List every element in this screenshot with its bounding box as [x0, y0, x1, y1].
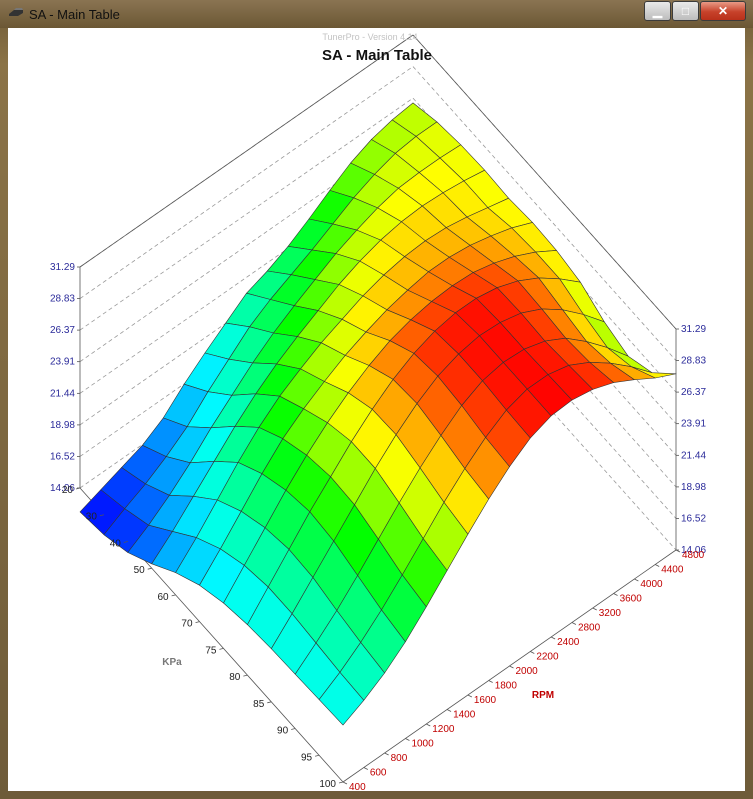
rpm-tick	[550, 636, 556, 640]
kpa-tick-label: 85	[253, 699, 265, 710]
kpa-tick-label: 95	[301, 752, 313, 763]
z-tick-label-left: 18.98	[50, 420, 75, 431]
kpa-tick	[219, 647, 224, 650]
rpm-tick-label: 1200	[432, 724, 455, 735]
chart-area: 14.06 14.06 16.52 16.52 18.98 18.98 21.44 21.44…	[8, 28, 745, 791]
rpm-tick-label: 2400	[557, 637, 580, 648]
z-tick-label-left: 28.83	[50, 294, 75, 305]
kpa-tick	[99, 514, 105, 517]
top-edge	[79, 34, 414, 268]
rpm-tick	[571, 622, 577, 625]
kpa-tick-label: 60	[158, 592, 170, 603]
z-tick-label-left: 16.52	[50, 451, 75, 462]
kpa-tick	[267, 701, 272, 704]
grid-line	[79, 66, 414, 299]
rpm-tick	[342, 781, 348, 785]
z-tick-label-right: 14.06	[681, 545, 706, 556]
rpm-tick-label: 4000	[640, 579, 663, 590]
z-tick-label-left: 26.37	[50, 325, 75, 336]
kpa-tick	[123, 541, 128, 543]
rpm-tick-label: 4400	[661, 565, 684, 576]
app-icon	[9, 8, 23, 16]
z-tick-label-right: 23.91	[681, 419, 706, 430]
kpa-axis-label: KPa	[162, 657, 182, 668]
rpm-tick-label: 1800	[495, 681, 518, 692]
kpa-tick-label: 30	[86, 512, 98, 523]
grid-line	[412, 66, 677, 361]
kpa-tick	[171, 594, 176, 597]
maximize-button[interactable]: □	[672, 1, 699, 21]
rpm-tick-label: 1400	[453, 710, 476, 721]
surface-chart: 14.06 14.06 16.52 16.52 18.98 18.98 21.44 21.44…	[50, 32, 706, 791]
rpm-tick	[592, 607, 597, 611]
kpa-tick-label: 20	[62, 485, 74, 496]
kpa-tick-label: 70	[181, 619, 193, 630]
rpm-tick	[446, 709, 452, 712]
close-button[interactable]: ✕	[700, 1, 746, 21]
kpa-tick	[147, 567, 152, 570]
watermark: TunerPro - Version 4.14	[322, 32, 417, 42]
rpm-tick-label: 1600	[474, 695, 497, 706]
chart-title: SA - Main Table	[322, 47, 432, 64]
rpm-tick	[613, 593, 618, 596]
window-title: SA - Main Table	[29, 7, 120, 22]
rpm-tick-label: 1000	[411, 739, 434, 750]
surface-cell	[318, 671, 365, 726]
kpa-tick-label: 50	[134, 565, 146, 576]
rpm-tick-label: 2800	[578, 623, 601, 634]
title-bar[interactable]: SA - Main Table ▁ □ ✕	[0, 0, 753, 28]
z-tick-label-left: 14.06	[50, 483, 75, 494]
z-tick-label-right: 31.29	[681, 324, 706, 335]
z-tick-label-right: 18.98	[681, 482, 706, 493]
rpm-tick-label: 800	[391, 753, 408, 764]
rpm-tick-label: 3600	[620, 594, 643, 605]
rpm-tick-label: 600	[370, 768, 387, 779]
z-tick-label-left: 31.29	[50, 262, 75, 273]
z-tick-label-left: 23.91	[50, 357, 75, 368]
z-tick-label-left: 21.44	[50, 388, 75, 399]
kpa-tick	[291, 728, 296, 730]
close-icon: ✕	[717, 4, 729, 18]
maximize-icon: □	[681, 4, 690, 18]
kpa-tick-label: 75	[205, 645, 217, 656]
rpm-tick	[426, 723, 431, 727]
rpm-tick-label: 2000	[516, 666, 539, 677]
rpm-tick	[405, 738, 410, 741]
rpm-tick	[467, 694, 473, 698]
rpm-tick	[384, 752, 389, 756]
kpa-tick-label: 80	[229, 672, 241, 683]
minimize-button[interactable]: ▁	[644, 1, 671, 21]
kpa-tick	[195, 621, 200, 624]
minimize-icon: ▁	[652, 4, 663, 18]
rpm-tick-label: 4800	[682, 550, 705, 561]
rpm-tick-label: 3200	[599, 608, 622, 619]
rpm-axis-label: RPM	[532, 690, 554, 701]
rpm-tick-label: 400	[349, 782, 366, 791]
kpa-tick	[338, 781, 344, 784]
z-tick-label-right: 21.44	[681, 450, 706, 461]
kpa-tick-label: 100	[319, 779, 336, 790]
rpm-tick	[363, 767, 368, 770]
rpm-tick-label: 2200	[536, 652, 559, 663]
rpm-tick	[509, 665, 514, 669]
rpm-tick	[634, 578, 639, 582]
rpm-tick	[655, 564, 660, 567]
rpm-tick	[675, 549, 681, 553]
z-tick-label-right: 26.37	[681, 387, 706, 398]
kpa-tick-label: 90	[277, 726, 289, 737]
z-tick-label-right: 16.52	[681, 513, 706, 524]
z-tick-label-right: 28.83	[681, 356, 706, 367]
top-edge	[412, 34, 677, 330]
kpa-tick-label: 40	[110, 538, 122, 549]
kpa-tick	[75, 487, 81, 490]
rpm-tick	[488, 680, 493, 683]
kpa-tick	[243, 674, 248, 677]
grid-line	[79, 97, 414, 331]
rpm-tick	[530, 651, 535, 654]
kpa-tick	[314, 754, 320, 757]
